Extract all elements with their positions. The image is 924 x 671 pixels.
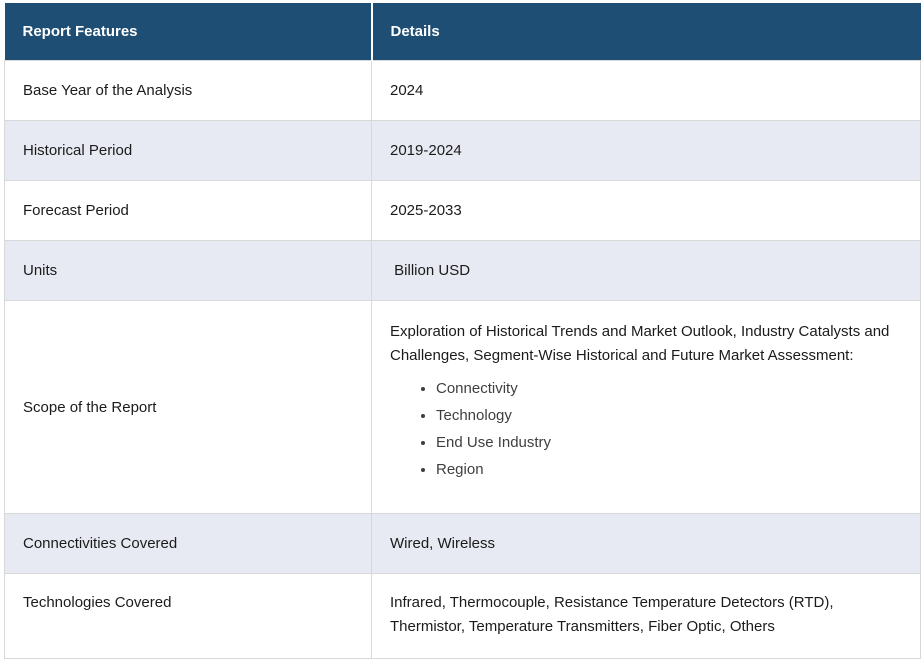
- table-row-base-year: Base Year of the Analysis 2024: [4, 60, 921, 121]
- header-cell-report-features: Report Features: [4, 3, 373, 61]
- details-cell: Infrared, Thermocouple, Resistance Tempe…: [371, 573, 921, 659]
- details-cell: 2019-2024: [371, 120, 921, 181]
- header-row: Report Features Details: [4, 3, 921, 61]
- scope-intro-text: Exploration of Historical Trends and Mar…: [390, 323, 890, 364]
- bullet-item-technology: Technology: [436, 405, 902, 426]
- feature-label: Technologies Covered: [23, 594, 172, 611]
- feature-cell: Technologies Covered: [4, 573, 372, 659]
- feature-cell: Historical Period: [4, 120, 372, 181]
- bullet-item-region: Region: [436, 459, 902, 480]
- scope-bullet-list: Connectivity Technology End Use Industry…: [390, 378, 902, 480]
- table-row-units: Units Billion USD: [4, 240, 921, 301]
- table-row-forecast-period: Forecast Period 2025-2033: [4, 180, 921, 241]
- table-row-technologies: Technologies Covered Infrared, Thermocou…: [4, 573, 921, 659]
- header-cell-details: Details: [370, 3, 921, 61]
- details-cell: Billion USD: [371, 240, 921, 301]
- bullet-item-end-use-industry: End Use Industry: [436, 432, 902, 453]
- details-value: 2019-2024: [390, 142, 462, 159]
- feature-cell: Base Year of the Analysis: [4, 60, 372, 121]
- table-row-historical-period: Historical Period 2019-2024: [4, 120, 921, 181]
- details-value: Billion USD: [390, 262, 471, 279]
- details-cell: Wired, Wireless: [371, 513, 921, 574]
- feature-label: Historical Period: [23, 142, 133, 159]
- details-value: 2025-2033: [390, 202, 462, 219]
- bullet-item-connectivity: Connectivity: [436, 378, 902, 399]
- feature-cell: Forecast Period: [4, 180, 372, 241]
- report-features-table: Report Features Details Base Year of the…: [4, 3, 921, 659]
- feature-cell: Connectivities Covered: [4, 513, 372, 574]
- feature-label: Connectivities Covered: [23, 535, 178, 552]
- details-cell: 2025-2033: [371, 180, 921, 241]
- feature-label: Units: [23, 262, 58, 279]
- details-value: 2024: [390, 82, 424, 99]
- table-row-scope: Scope of the Report Exploration of Histo…: [4, 300, 921, 514]
- details-cell: 2024: [371, 60, 921, 121]
- feature-label: Scope of the Report: [23, 398, 157, 416]
- feature-cell: Scope of the Report: [4, 300, 372, 514]
- details-cell: Exploration of Historical Trends and Mar…: [371, 300, 921, 514]
- details-value: Infrared, Thermocouple, Resistance Tempe…: [390, 594, 838, 635]
- feature-cell: Units: [4, 240, 372, 301]
- table-row-connectivities: Connectivities Covered Wired, Wireless: [4, 513, 921, 574]
- feature-label: Forecast Period: [23, 202, 129, 219]
- feature-label: Base Year of the Analysis: [23, 82, 193, 99]
- details-value: Wired, Wireless: [390, 535, 496, 552]
